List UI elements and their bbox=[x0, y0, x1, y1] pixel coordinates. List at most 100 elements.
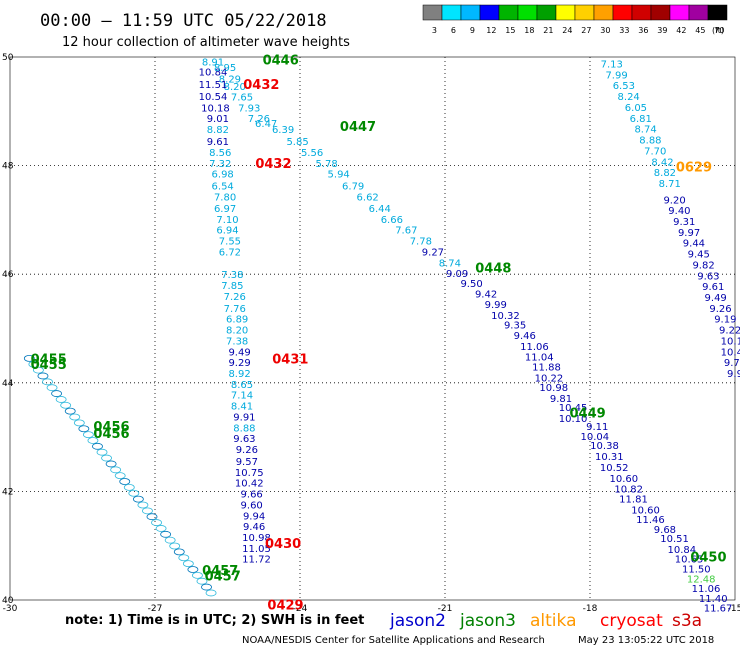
swh-value: 7.93 bbox=[238, 103, 260, 114]
swh-value: 8.92 bbox=[228, 369, 250, 380]
swh-value: 11.50 bbox=[682, 565, 711, 576]
pass-time-label: 0429 bbox=[267, 598, 303, 613]
dense-track-mark bbox=[128, 489, 140, 497]
swh-value: 8.56 bbox=[209, 148, 231, 159]
dense-track-mark bbox=[146, 513, 158, 521]
legend-swatch bbox=[517, 4, 538, 21]
dense-track-mark bbox=[37, 372, 49, 380]
swh-value: 9.63 bbox=[697, 271, 719, 282]
legend-swatch bbox=[441, 4, 462, 21]
legend-label: 70 bbox=[714, 26, 724, 35]
dense-track-mark bbox=[51, 390, 62, 397]
swh-value: 6.54 bbox=[212, 182, 234, 193]
pass-time-label: 0431 bbox=[272, 352, 308, 367]
swh-value: 6.39 bbox=[272, 125, 294, 136]
swh-value: 9.68 bbox=[654, 525, 676, 536]
swh-value: 11.40 bbox=[699, 594, 728, 605]
swh-value: 10.31 bbox=[595, 452, 624, 463]
swh-value: 10.84 bbox=[668, 545, 697, 556]
swh-value: 8.71 bbox=[659, 179, 681, 190]
swh-value: 10.42 bbox=[235, 479, 264, 490]
axis-ticks: -30 -27 -24 -21 -18 -15 50 48 46 44 42 40 bbox=[2, 53, 740, 614]
swh-value: 9.99 bbox=[485, 300, 507, 311]
swh-value: 9.50 bbox=[460, 279, 482, 290]
swh-value: 7.14 bbox=[231, 391, 253, 402]
swh-value: 9.26 bbox=[709, 304, 731, 315]
satellite-name: cryosat bbox=[600, 611, 663, 631]
lon-tick-label: -30 bbox=[3, 604, 18, 614]
swh-value: 10.98 bbox=[242, 533, 271, 544]
legend-swatch bbox=[574, 4, 595, 21]
swh-value: 10.54 bbox=[199, 92, 228, 103]
swh-value: 8.20 bbox=[226, 326, 248, 337]
legend-swatch bbox=[460, 4, 481, 21]
legend-label: 9 bbox=[470, 26, 475, 35]
swh-value: 9.76 bbox=[724, 358, 740, 369]
legend-label: 33 bbox=[619, 26, 629, 35]
footer-note: note: 1) Time is in UTC; 2) SWH is in fe… bbox=[65, 613, 364, 628]
swh-value: 8.74 bbox=[634, 125, 656, 136]
dense-track-mark bbox=[69, 413, 81, 421]
map-frame bbox=[9, 56, 736, 601]
dense-track-mark bbox=[33, 366, 44, 374]
swh-value: 7.55 bbox=[219, 237, 241, 248]
swh-value: 9.35 bbox=[504, 321, 526, 332]
swh-value: 8.82 bbox=[207, 125, 229, 136]
swh-value: 6.79 bbox=[342, 182, 364, 193]
swh-value: 9.26 bbox=[236, 445, 258, 456]
dense-track-mark bbox=[87, 437, 99, 444]
legend-label: 18 bbox=[524, 26, 534, 35]
pass-time-label: 0432 bbox=[255, 157, 291, 172]
legend-label: 3 bbox=[432, 26, 437, 35]
swh-value: 8.91 bbox=[202, 57, 224, 68]
swh-value: 9.22 bbox=[719, 326, 740, 337]
swh-value: 6.89 bbox=[226, 315, 248, 326]
legend-swatch bbox=[650, 4, 671, 21]
swh-value: 9.49 bbox=[228, 347, 250, 358]
dense-track-mark bbox=[155, 525, 167, 532]
swh-value: 6.05 bbox=[625, 103, 647, 114]
swh-value: 11.72 bbox=[242, 555, 271, 566]
page-subtitle: 12 hour collection of altimeter wave hei… bbox=[62, 35, 350, 50]
swh-value: 11.05 bbox=[242, 544, 271, 555]
dense-track-mark bbox=[92, 442, 103, 450]
legend-swatch bbox=[631, 4, 652, 21]
swh-value: 10.16 bbox=[721, 336, 740, 347]
swh-value: 10.22 bbox=[535, 373, 564, 384]
legend-swatch bbox=[688, 4, 709, 21]
swh-value: 7.76 bbox=[224, 304, 246, 315]
lat-tick-label: 44 bbox=[2, 379, 14, 389]
swh-value: 7.38 bbox=[221, 270, 243, 281]
swh-value: 10.84 bbox=[199, 68, 228, 79]
swh-value: 6.53 bbox=[613, 81, 635, 92]
swh-value: 9.94 bbox=[243, 511, 265, 522]
satellite-name: altika bbox=[530, 611, 577, 631]
legend-swatch bbox=[707, 4, 728, 21]
swh-value: 6.62 bbox=[357, 193, 379, 204]
dense-track-mark bbox=[182, 560, 194, 568]
pass-time-label: 0457 bbox=[205, 570, 241, 585]
swh-value: 11.67 bbox=[704, 604, 733, 615]
swh-value: 9.09 bbox=[446, 269, 468, 280]
legend-swatch bbox=[536, 4, 557, 21]
swh-value: 10.04 bbox=[581, 432, 610, 443]
swh-value: 7.26 bbox=[248, 114, 270, 125]
swh-value: 8.88 bbox=[233, 423, 255, 434]
swh-value: 6.47 bbox=[255, 119, 277, 130]
swh-value: 9.46 bbox=[243, 522, 265, 533]
swh-value: 11.81 bbox=[619, 494, 648, 505]
swh-value: 5.94 bbox=[328, 170, 350, 181]
swh-value: 9.40 bbox=[668, 206, 690, 217]
legend-label: 42 bbox=[676, 26, 686, 35]
lat-tick-label: 50 bbox=[2, 53, 14, 63]
swh-value: 9.46 bbox=[514, 331, 536, 342]
swh-value: 7.80 bbox=[214, 193, 236, 204]
dense-track-mark bbox=[60, 401, 72, 409]
swh-value: 9.91 bbox=[233, 412, 255, 423]
swh-value: 9.45 bbox=[688, 250, 710, 261]
swh-value: 9.63 bbox=[233, 434, 255, 445]
legend-label: 21 bbox=[543, 26, 553, 35]
page-title: 00:00 – 11:59 UTC 05/22/2018 bbox=[40, 11, 327, 31]
swh-value: 11.06 bbox=[692, 584, 721, 595]
